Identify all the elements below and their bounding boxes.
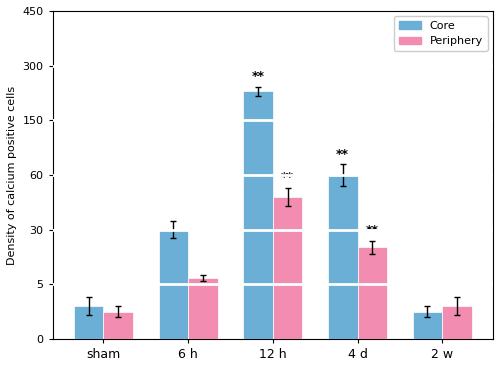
Legend: Core, Periphery: Core, Periphery <box>394 17 488 51</box>
Text: **: ** <box>366 224 379 237</box>
Text: **: ** <box>281 171 294 184</box>
Text: **: ** <box>252 71 264 84</box>
Bar <box>358 247 387 339</box>
Bar <box>442 306 472 339</box>
Bar <box>104 312 133 339</box>
Bar <box>412 312 442 339</box>
Text: **: ** <box>336 148 349 161</box>
Y-axis label: Density of calcium positive cells: Density of calcium positive cells <box>7 85 17 265</box>
Bar <box>188 278 218 339</box>
Bar <box>328 175 358 339</box>
Bar <box>158 230 188 339</box>
Bar <box>243 91 273 339</box>
Bar <box>273 197 302 339</box>
Bar <box>74 306 104 339</box>
